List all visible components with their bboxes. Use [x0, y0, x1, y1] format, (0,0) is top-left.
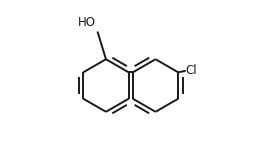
- Text: HO: HO: [78, 16, 95, 29]
- Text: Cl: Cl: [186, 64, 197, 77]
